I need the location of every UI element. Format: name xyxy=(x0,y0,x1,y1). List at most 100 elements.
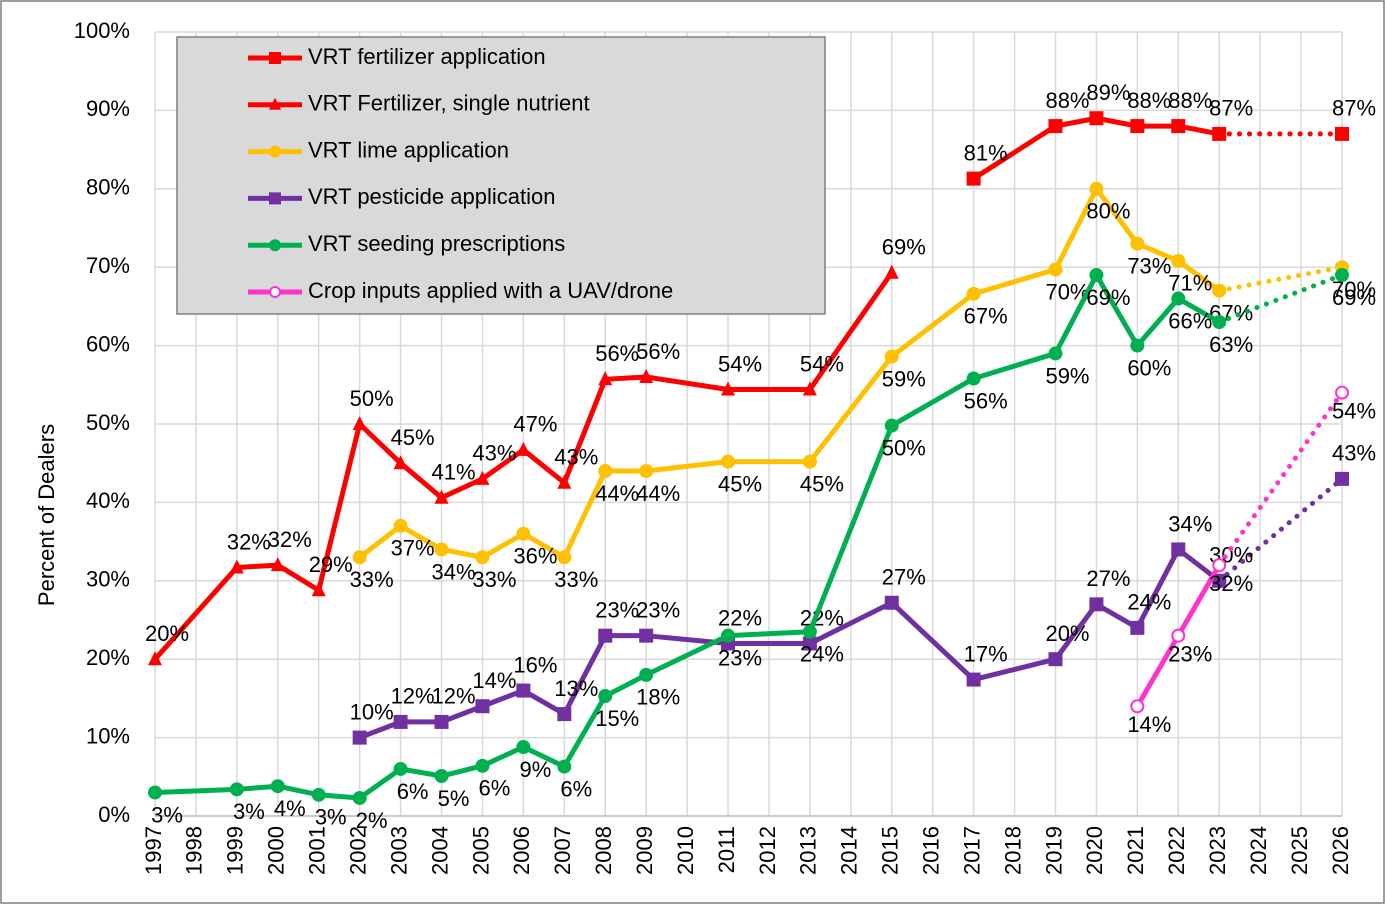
marker xyxy=(311,787,326,802)
legend-label: VRT Fertilizer, single nutrient xyxy=(308,91,590,116)
data-label: 50% xyxy=(882,435,926,460)
marker xyxy=(229,782,244,797)
marker xyxy=(884,349,899,364)
x-tick-label: 2000 xyxy=(264,826,289,875)
marker xyxy=(802,624,817,639)
y-tick-label: 70% xyxy=(86,253,130,278)
data-label: 33% xyxy=(472,567,516,592)
data-label: 37% xyxy=(391,536,435,561)
data-label: 12% xyxy=(431,684,475,709)
marker xyxy=(1212,126,1227,141)
data-label: 47% xyxy=(513,412,557,437)
data-label: 32% xyxy=(227,529,271,554)
x-tick-label: 1999 xyxy=(223,826,248,875)
data-label: 5% xyxy=(438,786,470,811)
data-label: 12% xyxy=(391,684,435,709)
legend-box xyxy=(176,36,826,315)
x-tick-label: 2016 xyxy=(919,826,944,875)
legend-marker xyxy=(269,239,281,252)
marker xyxy=(1130,620,1145,635)
marker xyxy=(598,628,613,643)
marker xyxy=(639,667,654,682)
legend-label: VRT seeding prescriptions xyxy=(308,231,565,256)
data-label: 20% xyxy=(1045,621,1089,646)
y-tick-label: 90% xyxy=(86,96,130,121)
data-label: 60% xyxy=(1127,355,1171,380)
legend-label: VRT pesticide application xyxy=(308,184,555,209)
marker xyxy=(966,286,981,301)
data-label: 27% xyxy=(882,565,926,590)
marker xyxy=(1212,315,1227,330)
data-label: 69% xyxy=(1332,285,1376,310)
marker xyxy=(1212,558,1227,573)
data-label: 44% xyxy=(636,481,680,506)
data-label: 2% xyxy=(356,808,388,833)
x-tick-label: 2024 xyxy=(1246,826,1271,875)
marker xyxy=(352,790,367,805)
data-label: 87% xyxy=(1332,96,1376,121)
marker xyxy=(1171,291,1186,306)
data-label: 23% xyxy=(718,645,762,670)
marker xyxy=(475,550,490,565)
marker xyxy=(802,381,817,396)
data-label: 88% xyxy=(1127,88,1171,113)
marker xyxy=(1212,573,1227,588)
x-tick-label: 2023 xyxy=(1205,826,1230,875)
data-label: 32% xyxy=(268,527,312,552)
legend-marker xyxy=(269,286,281,298)
marker xyxy=(557,550,572,565)
marker xyxy=(598,371,613,386)
marker xyxy=(557,474,572,489)
marker xyxy=(802,454,817,469)
marker xyxy=(1048,652,1063,667)
data-label: 14% xyxy=(1127,712,1171,737)
marker xyxy=(475,699,490,714)
x-tick-label: 2022 xyxy=(1164,826,1189,875)
data-label: 27% xyxy=(1086,566,1130,591)
marker xyxy=(557,759,572,774)
data-label: 66% xyxy=(1168,308,1212,333)
marker xyxy=(434,489,449,504)
data-label: 29% xyxy=(309,552,353,577)
data-label: 24% xyxy=(800,642,844,667)
marker xyxy=(1171,253,1186,268)
data-label: 34% xyxy=(1168,511,1212,536)
data-label: 59% xyxy=(1045,363,1089,388)
marker xyxy=(393,714,408,729)
data-label: 54% xyxy=(718,351,762,376)
x-tick-label: 2007 xyxy=(550,826,575,875)
x-tick-label: 2008 xyxy=(591,826,616,875)
legend-marker xyxy=(269,145,281,158)
data-label: 45% xyxy=(391,425,435,450)
data-label: 33% xyxy=(554,567,598,592)
marker xyxy=(639,368,654,383)
marker xyxy=(1212,283,1227,298)
legend-marker xyxy=(269,97,281,110)
data-label: 10% xyxy=(350,699,394,724)
marker xyxy=(434,769,449,784)
x-tick-label: 2014 xyxy=(837,826,862,875)
marker xyxy=(639,628,654,643)
marker xyxy=(393,518,408,533)
data-label: 44% xyxy=(595,481,639,506)
legend: VRT fertilizer application VRT Fertilizer… xyxy=(176,36,826,315)
x-tick-label: 1998 xyxy=(182,826,207,875)
y-axis-label: Percent of Dealers xyxy=(34,424,59,606)
data-label: 24% xyxy=(1127,590,1171,615)
marker xyxy=(598,464,613,479)
data-label: 33% xyxy=(350,567,394,592)
x-tick-label: 2005 xyxy=(468,826,493,875)
data-label: 54% xyxy=(800,351,844,376)
x-tick-label: 2025 xyxy=(1287,826,1312,875)
marker xyxy=(434,542,449,557)
x-tick-label: 2004 xyxy=(427,826,452,875)
legend-marker xyxy=(269,192,281,205)
marker xyxy=(1048,262,1063,277)
data-label: 23% xyxy=(636,597,680,622)
marker xyxy=(311,582,326,597)
y-tick-label: 40% xyxy=(86,488,130,513)
data-label: 43% xyxy=(1332,441,1376,466)
marker xyxy=(1089,111,1104,126)
x-tick-label: 2011 xyxy=(714,826,739,873)
marker xyxy=(1335,268,1349,283)
